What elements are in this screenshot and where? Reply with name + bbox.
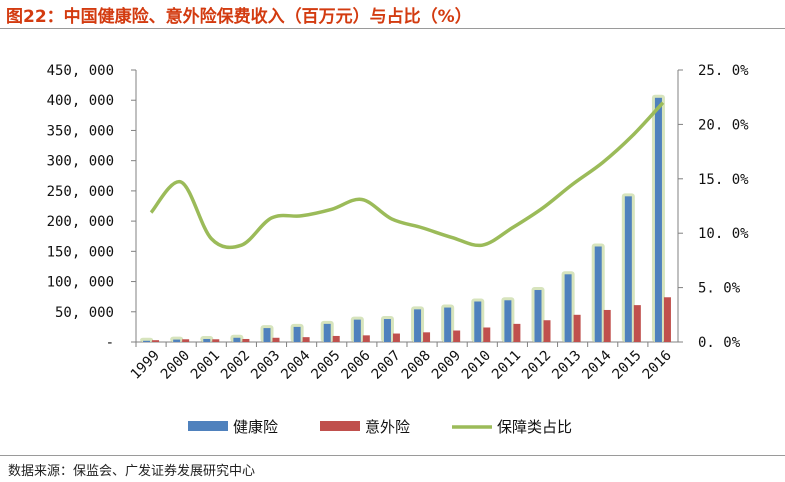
health-bar — [143, 340, 151, 342]
x-tick-label: 2004 — [278, 348, 313, 383]
x-tick-label: 1999 — [128, 348, 163, 383]
right-tick-label: 0. 0% — [698, 335, 741, 351]
left-tick-label: 300, 000 — [47, 154, 114, 170]
health-bar — [444, 307, 452, 342]
right-tick-label: 10. 0% — [698, 226, 749, 242]
health-bar — [353, 319, 361, 342]
health-bar — [624, 196, 632, 342]
legend-accident-swatch — [320, 421, 360, 431]
health-bar — [293, 326, 301, 342]
accident-bar — [272, 337, 280, 342]
x-tick-label: 2005 — [308, 348, 343, 383]
left-tick-label: 450, 000 — [47, 63, 114, 79]
left-tick-label: 250, 000 — [47, 184, 114, 200]
accident-bar — [513, 323, 521, 342]
legend-accident-label: 意外险 — [365, 418, 410, 436]
x-tick-label: 2001 — [188, 348, 223, 383]
legend-share-label: 保障类占比 — [497, 418, 572, 436]
health-bar — [564, 274, 572, 342]
accident-bar — [663, 297, 671, 342]
legend-health-swatch — [188, 421, 228, 431]
left-tick-label: 50, 000 — [55, 305, 114, 321]
right-tick-label: 25. 0% — [698, 63, 749, 79]
left-tick-label: - — [106, 335, 114, 351]
x-tick-label: 2014 — [579, 348, 614, 383]
left-tick-label: 100, 000 — [47, 275, 114, 291]
accident-bar — [242, 338, 250, 342]
source-divider — [0, 455, 785, 456]
title-divider — [0, 28, 785, 29]
x-tick-label: 2010 — [459, 348, 494, 383]
accident-bar — [392, 333, 400, 342]
left-tick-label: 200, 000 — [47, 214, 114, 230]
health-bar — [474, 301, 482, 342]
right-tick-label: 20. 0% — [698, 117, 749, 133]
accident-bar — [423, 332, 431, 342]
health-bar — [414, 309, 422, 342]
x-tick-label: 2011 — [489, 348, 524, 383]
left-tick-label: 150, 000 — [47, 244, 114, 260]
accident-bar — [633, 305, 641, 342]
share-line — [149, 101, 665, 250]
chart-title: 图22：中国健康险、意外险保费收入（百万元）与占比（%） — [6, 7, 472, 27]
x-tick-label: 2013 — [549, 348, 584, 383]
health-bar — [504, 300, 512, 342]
accident-bar — [362, 335, 370, 342]
right-tick-label: 5. 0% — [698, 281, 741, 297]
accident-bar — [483, 327, 491, 342]
health-bar — [534, 290, 542, 342]
health-bar — [233, 337, 241, 342]
x-tick-label: 2009 — [429, 348, 464, 383]
left-tick-label: 350, 000 — [47, 123, 114, 139]
accident-bar — [182, 339, 190, 342]
health-bar — [383, 319, 391, 342]
health-bar — [263, 328, 271, 342]
accident-bar — [332, 335, 340, 342]
x-tick-label: 2015 — [610, 348, 645, 383]
health-bar — [323, 323, 331, 342]
accident-bar — [302, 337, 310, 342]
x-tick-label: 2003 — [248, 348, 283, 383]
x-tick-label: 2016 — [640, 348, 675, 383]
accident-bar — [212, 339, 220, 342]
x-tick-label: 2008 — [399, 348, 434, 383]
health-bar — [173, 339, 181, 342]
x-tick-label: 2006 — [339, 348, 374, 383]
accident-bar — [543, 320, 551, 342]
legend-health-label: 健康险 — [233, 418, 278, 436]
left-tick-label: 400, 000 — [47, 93, 114, 109]
x-tick-label: 2007 — [369, 348, 404, 383]
accident-bar — [603, 309, 611, 342]
health-bar — [594, 246, 602, 342]
x-tick-label: 2002 — [218, 348, 253, 383]
accident-bar — [152, 340, 160, 342]
x-tick-label: 2000 — [158, 348, 193, 383]
x-tick-label: 2012 — [519, 348, 554, 383]
accident-bar — [573, 314, 581, 342]
health-bar — [203, 338, 211, 342]
health-bar — [654, 97, 662, 342]
accident-bar — [453, 330, 461, 342]
right-tick-label: 15. 0% — [698, 172, 749, 188]
data-source: 数据来源：保监会、广发证券发展研究中心 — [8, 464, 256, 479]
